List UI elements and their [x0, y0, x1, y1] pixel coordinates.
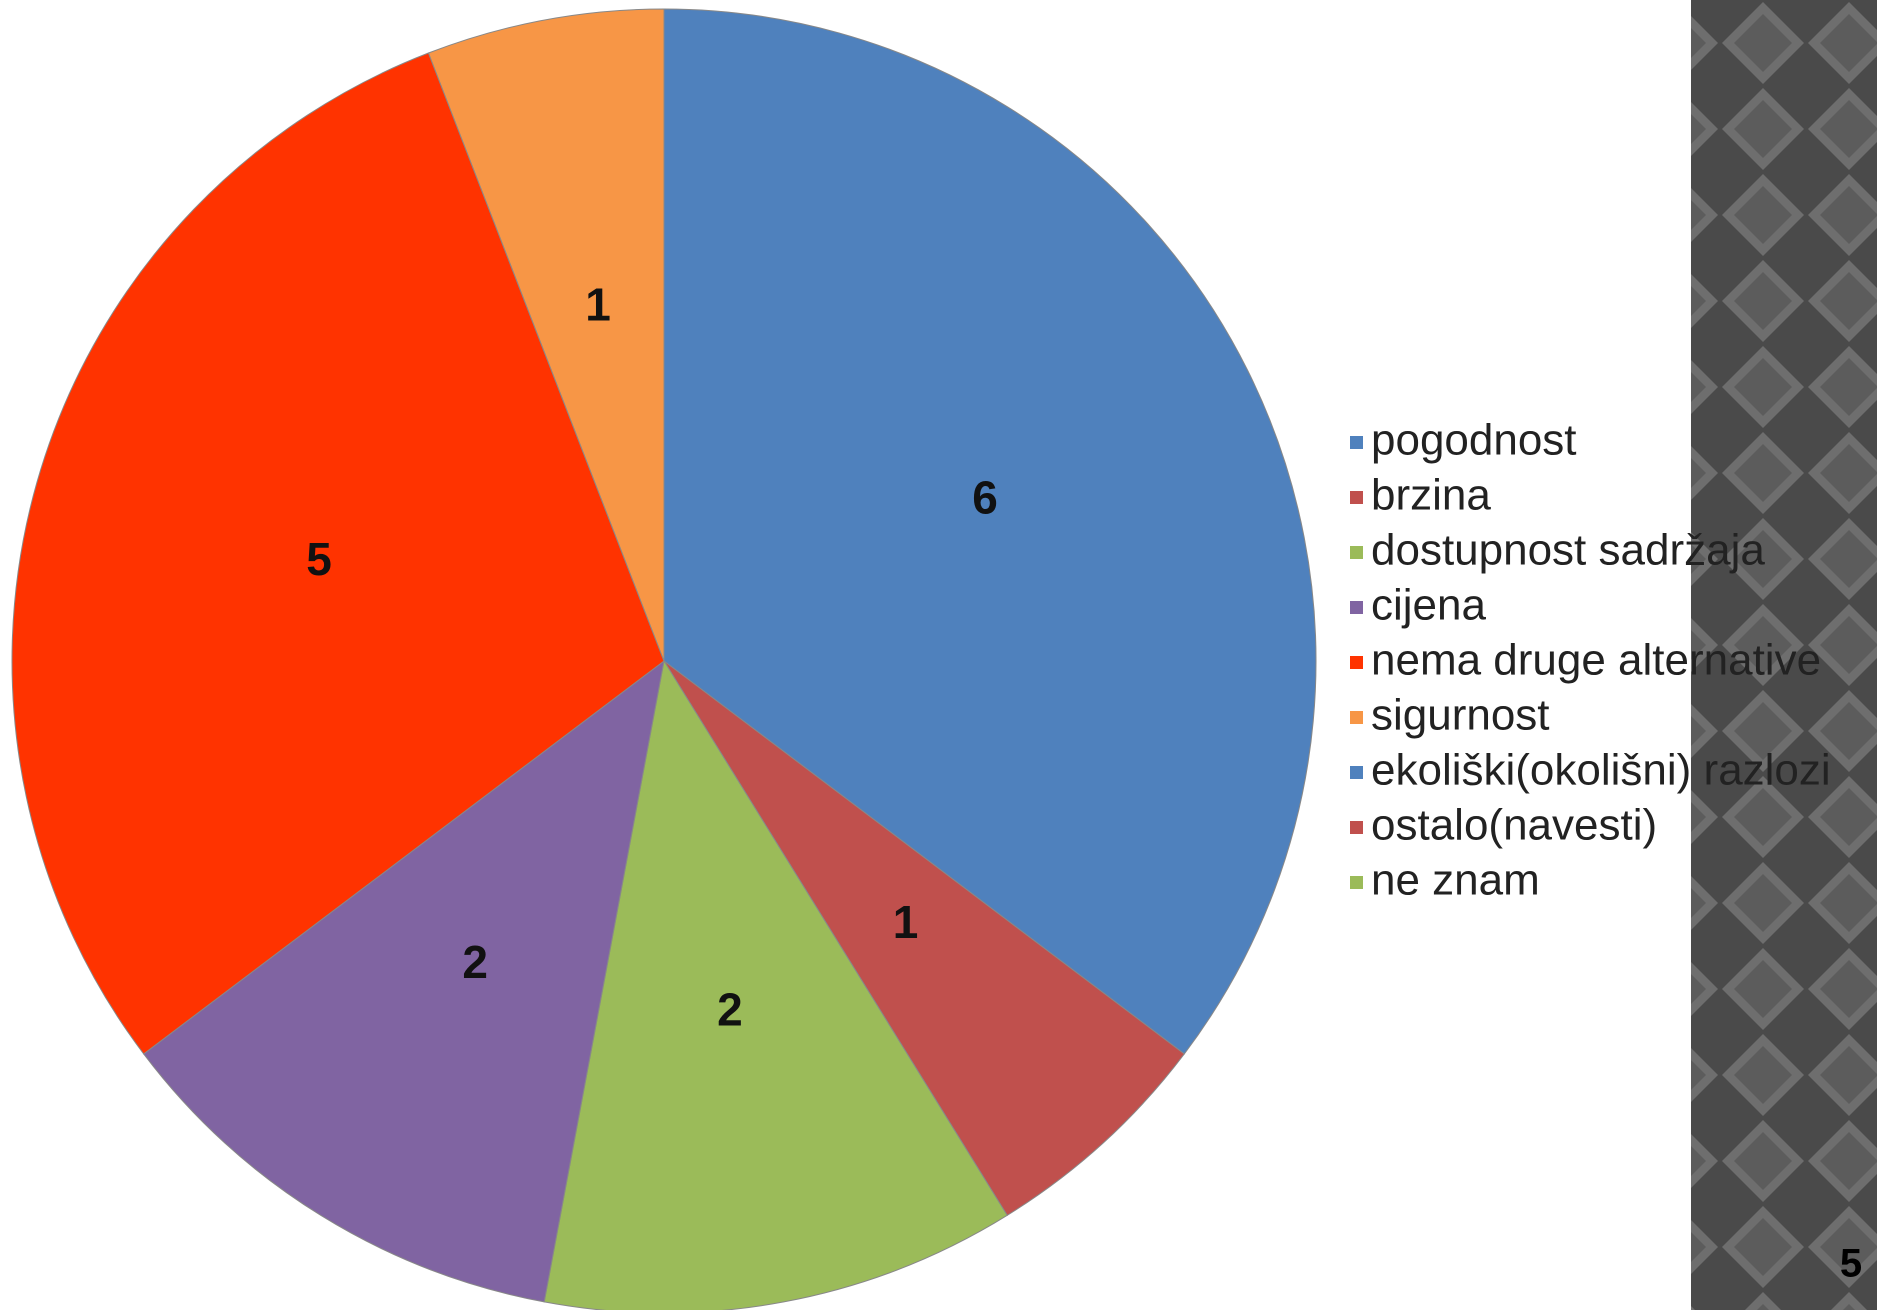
data-label: 1 — [585, 279, 611, 331]
page-number: 5 — [1840, 1242, 1862, 1286]
data-label: 5 — [306, 533, 332, 585]
pie-chart: 6 1 2 2 5 1 — [11, 8, 1317, 1310]
legend-label: cijena — [1371, 581, 1486, 630]
legend-label: ostalo(navesti) — [1371, 801, 1657, 850]
legend: pogodnost brzina dostupnost sadržaja cijena… — [1350, 416, 1831, 905]
legend-label: nema druge alternative — [1371, 636, 1821, 685]
pie-slice — [543, 659, 1008, 1310]
legend-swatch — [1350, 601, 1363, 614]
legend-swatch — [1350, 711, 1363, 724]
pie-slice — [11, 52, 665, 1055]
data-label: 2 — [717, 984, 743, 1036]
legend-swatch — [1350, 491, 1363, 504]
side-strip — [1691, 0, 1877, 1310]
legend-swatch — [1350, 821, 1363, 834]
legend-swatch — [1350, 766, 1363, 779]
legend-label: dostupnost sadržaja — [1371, 526, 1765, 575]
legend-swatch — [1350, 656, 1363, 669]
legend-label: pogodnost — [1371, 416, 1577, 465]
pie-slice — [142, 659, 665, 1303]
pie-slice — [663, 660, 1186, 1217]
pie-slice — [663, 8, 1317, 1055]
data-label: 2 — [462, 936, 488, 988]
legend-label: ne znam — [1371, 856, 1540, 905]
legend-label: brzina — [1371, 471, 1491, 520]
data-label: 1 — [893, 896, 919, 948]
legend-label: sigurnost — [1371, 691, 1550, 740]
legend-label: ekoliški(okolišni) razlozi — [1371, 746, 1831, 795]
legend-swatch — [1350, 546, 1363, 559]
legend-swatch — [1350, 876, 1363, 889]
legend-swatch — [1350, 436, 1363, 449]
pie-slice — [427, 8, 665, 662]
data-label: 6 — [972, 471, 998, 523]
